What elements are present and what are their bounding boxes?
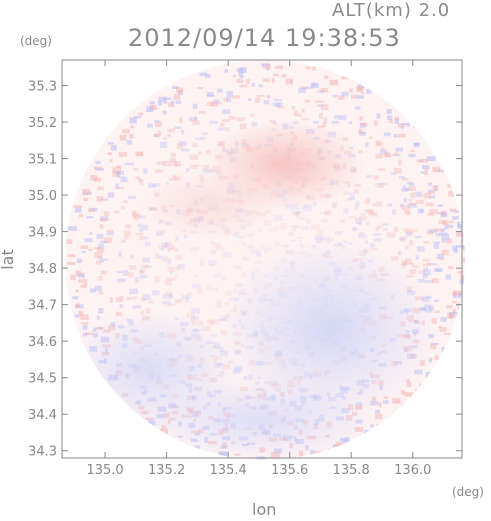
x-tick-label: 135.6: [271, 463, 308, 478]
timestamp-title: 2012/09/14 19:38:53: [128, 24, 401, 52]
negative-echo-region: [220, 240, 440, 420]
y-tick-label: 35.0: [28, 189, 57, 204]
y-tick-label: 34.8: [28, 262, 57, 277]
altitude-label: ALT(km) 2.0: [332, 0, 451, 21]
x-tick-label: 135.0: [86, 463, 123, 478]
y-tick-label: 35.1: [28, 153, 57, 168]
y-axis-unit: (deg): [20, 34, 52, 48]
y-tick-label: 35.3: [28, 80, 57, 95]
x-axis-unit: (deg): [452, 485, 484, 499]
x-tick-label: 135.4: [210, 463, 247, 478]
y-tick-label: 34.7: [28, 299, 57, 314]
y-tick-label: 34.9: [28, 226, 57, 241]
x-tick-label: 136.0: [394, 463, 431, 478]
negative-echo-region: [140, 380, 380, 460]
y-tick-label: 35.2: [28, 116, 57, 131]
y-tick-label: 34.6: [28, 335, 57, 350]
x-tick-label: 135.8: [333, 463, 370, 478]
x-axis-ticks: 135.0 135.2 135.4 135.6 135.8 136.0: [86, 60, 431, 478]
radar-disc: [65, 60, 465, 460]
x-axis-label: lon: [252, 500, 277, 519]
y-axis-ticks: 35.3 35.2 35.1 35.0 34.9 34.8 34.7 34.6 34.5 34.4…: [28, 80, 462, 460]
y-tick-label: 34.4: [28, 408, 57, 423]
plot-frame: [61, 59, 463, 459]
y-tick-label: 34.3: [28, 445, 57, 460]
positive-echo-region: [140, 170, 280, 240]
y-tick-label: 34.5: [28, 372, 57, 387]
x-tick-label: 135.2: [148, 463, 185, 478]
